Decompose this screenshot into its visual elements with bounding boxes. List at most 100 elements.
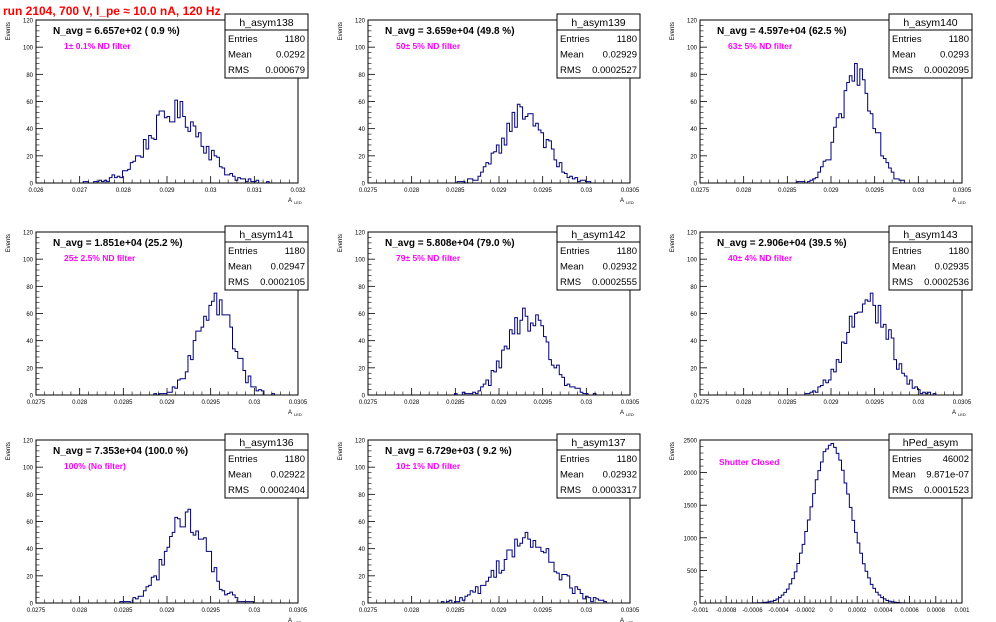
- histogram-curve: [368, 307, 630, 396]
- y-tick-label: 40: [690, 127, 697, 133]
- stat-value-rms: 0.0003317: [592, 485, 637, 496]
- stat-label-entries: Entries: [560, 454, 590, 465]
- x-tick-label: 0.028: [736, 188, 752, 194]
- x-tick-label: 0.029: [491, 188, 507, 194]
- x-tick-label: 0.0285: [778, 188, 797, 194]
- x-tick-label: 0.0285: [114, 400, 133, 406]
- y-tick-label: 20: [358, 366, 365, 372]
- stat-label-entries: Entries: [892, 34, 922, 45]
- y-tick-label: 100: [23, 46, 34, 52]
- y-tick-label: 100: [355, 258, 366, 264]
- n-avg-label: N_avg = 6.657e+02 ( 0.9 %): [53, 26, 180, 37]
- stats-box: [556, 225, 641, 291]
- histogram-panel-h_asym139: 0 20 40 60 80 100 120 0.0275 0.028 0.0285 0.029 0.0…: [338, 13, 641, 205]
- x-axis-label-main: A: [288, 618, 292, 622]
- n-avg-label: N_avg = 5.808e+04 (79.0 %): [385, 238, 515, 249]
- x-tick-label: 0.0275: [359, 188, 378, 194]
- plot-frame: [367, 19, 631, 184]
- y-tick-label: 60: [358, 100, 365, 106]
- x-tick-label: 0.0285: [114, 608, 133, 614]
- y-tick-label: 500: [687, 569, 698, 575]
- stat-label-mean: Mean: [892, 50, 916, 61]
- stat-label-rms: RMS: [892, 65, 913, 76]
- stat-value-mean: 9.871e-07: [926, 470, 969, 481]
- y-tick-label: 20: [690, 154, 697, 160]
- stat-value-entries: 46002: [943, 454, 969, 465]
- y-tick-label: 0: [30, 394, 34, 400]
- x-tick-label: 0.031: [247, 188, 263, 194]
- y-tick-label: 40: [26, 547, 33, 553]
- x-tick-label: 0.0275: [27, 608, 46, 614]
- filter-annotation: 63± 5% ND filter: [728, 41, 793, 51]
- y-tick-label: 1000: [684, 536, 698, 542]
- stat-value-entries: 1180: [617, 246, 637, 257]
- stat-value-mean: 0.0293: [940, 50, 969, 61]
- y-tick-label: 120: [23, 19, 34, 25]
- x-tick-label: 0.028: [404, 400, 420, 406]
- x-tick-label: -0.001: [691, 608, 709, 614]
- histogram-curve: [368, 531, 630, 604]
- x-tick-label: 0.0295: [865, 400, 884, 406]
- x-tick-label: 0.0275: [691, 188, 710, 194]
- n-avg-label: N_avg = 7.353e+04 (100.0 %): [53, 446, 188, 457]
- x-tick-label: -0.0002: [795, 608, 816, 614]
- plot-frame: [35, 231, 299, 396]
- stat-label-entries: Entries: [560, 34, 590, 45]
- stat-label-rms: RMS: [228, 485, 249, 496]
- stat-label-rms: RMS: [892, 277, 913, 288]
- y-tick-label: 100: [23, 466, 34, 472]
- x-tick-label: -0.0004: [768, 608, 789, 614]
- x-tick-label: 0.0008: [927, 608, 946, 614]
- x-axis-label-subscript: LED: [294, 412, 302, 417]
- y-axis-label: Events: [6, 234, 12, 252]
- plot-frame: [699, 19, 963, 184]
- histogram-name: h_asym137: [571, 437, 625, 449]
- stat-value-rms: 0.0002555: [592, 277, 637, 288]
- y-tick-label: 120: [687, 19, 698, 25]
- stat-value-mean: 0.02947: [271, 262, 305, 273]
- histogram-name: h_asym141: [239, 229, 293, 241]
- y-tick-label: 60: [26, 312, 33, 318]
- stat-value-entries: 1180: [617, 454, 637, 465]
- x-axis-label-subscript: LED: [294, 620, 302, 622]
- x-tick-label: 0.0002: [848, 608, 867, 614]
- stat-value-rms: 0.0002095: [924, 65, 969, 76]
- y-axis-label: Events: [338, 234, 344, 252]
- stat-value-rms: 0.000679: [265, 65, 305, 76]
- filter-annotation: 50± 5% ND filter: [396, 41, 461, 51]
- histogram-panel-h_asym140: 0 20 40 60 80 100 120 0.0275 0.028 0.0285 0.029 0.0…: [670, 13, 973, 205]
- y-tick-label: 100: [23, 258, 34, 264]
- x-axis-label-main: A: [288, 198, 292, 204]
- y-tick-label: 80: [358, 285, 365, 291]
- y-axis-label: Events: [670, 442, 676, 460]
- histogram-name: hPed_asym: [903, 437, 959, 449]
- histogram-panel-h_asym136: 0 20 40 60 80 100 120 0.0275 0.028 0.0285 0.029 0.0…: [6, 433, 309, 622]
- x-tick-label: 0.029: [491, 608, 507, 614]
- y-tick-label: 1500: [684, 504, 698, 510]
- stat-label-mean: Mean: [560, 470, 584, 481]
- y-tick-label: 100: [687, 46, 698, 52]
- y-tick-label: 100: [355, 46, 366, 52]
- x-tick-label: 0.03: [580, 188, 592, 194]
- y-tick-label: 2000: [684, 471, 698, 477]
- x-tick-label: -0.0006: [742, 608, 763, 614]
- x-tick-label: 0.0295: [865, 188, 884, 194]
- y-tick-label: 60: [358, 312, 365, 318]
- x-tick-label: 0.028: [72, 608, 88, 614]
- x-axis-label-main: A: [288, 410, 292, 416]
- stats-box: [224, 225, 309, 291]
- filter-annotation: 100% (No filter): [64, 461, 126, 471]
- x-tick-label: 0.0006: [900, 608, 919, 614]
- y-tick-label: 0: [694, 394, 698, 400]
- x-tick-label: 0.03: [248, 608, 260, 614]
- histogram-curve: [368, 103, 630, 184]
- n-avg-label: N_avg = 1.851e+04 (25.2 %): [53, 238, 183, 249]
- x-tick-label: 0.03: [580, 400, 592, 406]
- y-tick-label: 80: [26, 285, 33, 291]
- stats-box: [888, 225, 973, 291]
- histogram-panel-hPed_asym: 0 500 1000 1500 2000 2500 -0.001 -0.0008 -0.0006…: [670, 433, 973, 614]
